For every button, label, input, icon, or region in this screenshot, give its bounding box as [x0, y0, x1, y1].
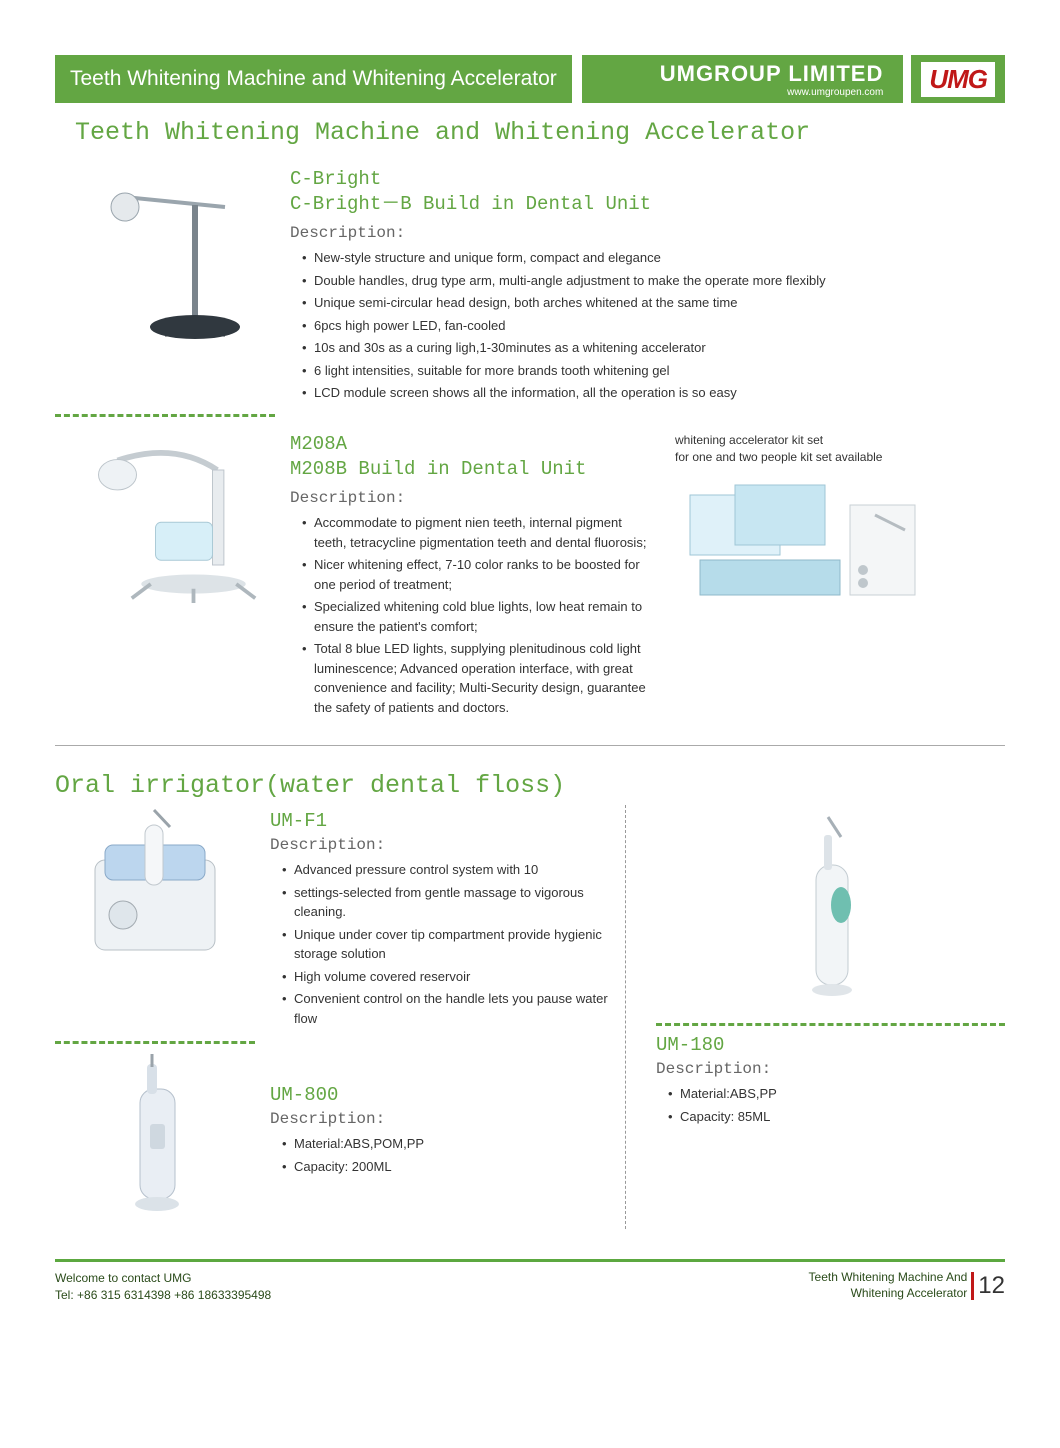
product-image-umf1	[55, 805, 255, 975]
company-name: UMGROUP LIMITED	[660, 61, 884, 87]
footer-welcome: Welcome to contact UMG	[55, 1270, 271, 1287]
list-item: Double handles, drug type arm, multi-ang…	[302, 271, 1005, 291]
side-image-kit	[675, 475, 925, 605]
product-title-line2: M208B Build in Dental Unit	[290, 458, 586, 480]
product-m208: M208A M208B Build in Dental Unit Descrip…	[55, 432, 1005, 720]
header-category-title: Teeth Whitening Machine and Whitening Ac…	[55, 55, 572, 103]
product-title-cbright: C-Bright C-Bright－B Build in Dental Unit	[290, 167, 1005, 216]
product-umf1: UM-F1 Description: Advanced pressure con…	[55, 805, 615, 1031]
footer-tel: Tel: +86 315 6314398 +86 18633395498	[55, 1287, 271, 1304]
product-cbright: C-Bright C-Bright－B Build in Dental Unit…	[55, 167, 1005, 406]
list-item: Nicer whitening effect, 7-10 color ranks…	[302, 555, 655, 594]
desc-label: Description:	[270, 1110, 615, 1128]
divider-dashed	[55, 1041, 255, 1044]
list-item: 6pcs high power LED, fan-cooled	[302, 316, 1005, 336]
product-title-line1: C-Bright	[290, 168, 381, 190]
product-title-line2: C-Bright－B Build in Dental Unit	[290, 193, 651, 215]
divider-solid	[55, 745, 1005, 746]
bullet-list-umf1: Advanced pressure control system with 10…	[270, 860, 615, 1028]
list-item: Material:ABS,POM,PP	[282, 1134, 615, 1154]
product-image-cbright	[55, 167, 275, 357]
company-url: www.umgroupen.com	[787, 87, 883, 98]
list-item: High volume covered reservoir	[282, 967, 615, 987]
list-item: Accommodate to pigment nien teeth, inter…	[302, 513, 655, 552]
product-um800: UM-800 Description: Material:ABS,POM,PP C…	[55, 1049, 615, 1219]
logo-text: UMG	[921, 62, 995, 97]
bullet-list-um800: Material:ABS,POM,PP Capacity: 200ML	[270, 1134, 615, 1176]
desc-label: Description:	[290, 489, 655, 507]
list-item: Specialized whitening cold blue lights, …	[302, 597, 655, 636]
list-item: 6 light intensities, suitable for more b…	[302, 361, 1005, 381]
list-item: LCD module screen shows all the informat…	[302, 383, 1005, 403]
header-bar: Teeth Whitening Machine and Whitening Ac…	[55, 55, 1005, 103]
header-company-block: UMGROUP LIMITED www.umgroupen.com	[582, 55, 904, 103]
product-title-um180: UM-180	[656, 1034, 1005, 1056]
bullet-list-m208: Accommodate to pigment nien teeth, inter…	[290, 513, 655, 717]
side-text-kit: whitening accelerator kit setfor one and…	[675, 432, 955, 466]
product-image-um180	[731, 805, 931, 1015]
section-title-irrigator: Oral irrigator(water dental floss)	[55, 771, 1005, 800]
product-title-m208: M208A M208B Build in Dental Unit	[290, 432, 655, 481]
list-item: Capacity: 85ML	[668, 1107, 1005, 1127]
list-item: Unique semi-circular head design, both a…	[302, 293, 1005, 313]
bullet-list-um180: Material:ABS,PP Capacity: 85ML	[656, 1084, 1005, 1126]
footer-contact: Welcome to contact UMG Tel: +86 315 6314…	[55, 1270, 271, 1304]
product-side-kit: whitening accelerator kit setfor one and…	[655, 432, 955, 720]
header-logo: UMG	[911, 55, 1005, 103]
list-item: Unique under cover tip compartment provi…	[282, 925, 615, 964]
list-item: Capacity: 200ML	[282, 1157, 615, 1177]
section-title-whitening: Teeth Whitening Machine and Whitening Ac…	[75, 118, 1005, 147]
page-footer: Welcome to contact UMG Tel: +86 315 6314…	[55, 1259, 1005, 1304]
list-item: 10s and 30s as a curing ligh,1-30minutes…	[302, 338, 1005, 358]
page-number: 12	[971, 1272, 1005, 1300]
divider-dashed	[656, 1023, 1005, 1026]
list-item: Advanced pressure control system with 10	[282, 860, 615, 880]
product-title-um800: UM-800	[270, 1084, 615, 1106]
footer-category: Teeth Whitening Machine AndWhitening Acc…	[809, 1270, 968, 1301]
list-item: settings-selected from gentle massage to…	[282, 883, 615, 922]
desc-label: Description:	[290, 224, 1005, 242]
product-image-m208	[55, 432, 275, 622]
product-title-umf1: UM-F1	[270, 810, 615, 832]
list-item: Total 8 blue LED lights, supplying pleni…	[302, 639, 655, 717]
product-title-line1: M208A	[290, 433, 347, 455]
desc-label: Description:	[270, 836, 615, 854]
list-item: Convenient control on the handle lets yo…	[282, 989, 615, 1028]
product-image-um800	[55, 1049, 255, 1219]
desc-label: Description:	[656, 1060, 1005, 1078]
divider-dashed	[55, 414, 275, 417]
list-item: New-style structure and unique form, com…	[302, 248, 1005, 268]
list-item: Material:ABS,PP	[668, 1084, 1005, 1104]
bullet-list-cbright: New-style structure and unique form, com…	[290, 248, 1005, 403]
